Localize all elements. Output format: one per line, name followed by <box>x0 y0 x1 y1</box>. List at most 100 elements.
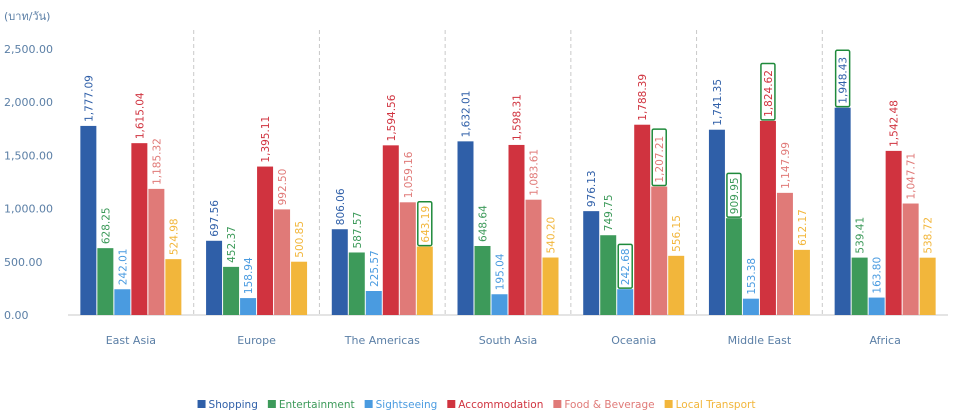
bar-accommodation <box>131 143 148 315</box>
category-label: Africa <box>869 334 900 347</box>
bar-food-and-beverage <box>776 192 793 315</box>
bar-shopping <box>331 229 348 315</box>
data-label: 538.72 <box>923 217 935 254</box>
data-label: 1,777.09 <box>83 75 95 122</box>
category-labels: East Asia Europe The Americas South Asia Oce… <box>106 334 901 347</box>
data-label: 992.50 <box>277 169 289 206</box>
bar-entertainment <box>474 245 491 315</box>
bar-sightseeing <box>240 298 257 315</box>
data-label: 524.98 <box>168 218 180 255</box>
data-label: 1,395.11 <box>260 116 272 163</box>
bar-entertainment <box>725 218 742 315</box>
legend-label: Entertainment <box>279 399 355 411</box>
data-label: 1,741.35 <box>712 79 724 126</box>
bar-accommodation <box>885 150 902 315</box>
bar-sightseeing <box>868 297 885 315</box>
legend-swatch <box>664 400 673 408</box>
bar-accommodation <box>382 145 399 315</box>
bar-accommodation <box>759 120 776 315</box>
y-tick-labels: 0.00 500.00 1,000.00 1,500.00 2,000.00 2,500.… <box>4 43 53 322</box>
data-label: 1,615.04 <box>134 92 146 139</box>
bar-sightseeing <box>114 289 131 315</box>
bar-accommodation <box>257 166 274 315</box>
legend-item: Sightseeing <box>364 399 437 411</box>
bar-shopping <box>457 141 474 315</box>
y-tick-label: 0.00 <box>4 309 29 322</box>
data-label: 1,185.32 <box>151 138 163 185</box>
bar-entertainment <box>348 252 365 315</box>
data-label: 806.06 <box>335 188 347 225</box>
legend-swatch <box>197 400 206 408</box>
bar-sightseeing <box>491 294 508 315</box>
bar-food-and-beverage <box>274 209 291 315</box>
category-label: East Asia <box>106 334 156 347</box>
bar-accommodation <box>508 144 525 315</box>
data-label: 242.01 <box>117 249 129 286</box>
highlight-box <box>726 172 742 218</box>
data-label: 612.17 <box>797 209 809 246</box>
legend-swatch <box>553 400 562 408</box>
data-label: 1,824.62 <box>763 70 775 117</box>
bar-shopping <box>206 240 223 315</box>
y-tick-label: 500.00 <box>4 256 43 269</box>
y-tick-label: 1,000.00 <box>4 203 53 216</box>
bar-sightseeing <box>617 289 634 315</box>
data-label: 1,598.31 <box>512 94 524 141</box>
bar-local-transport <box>542 257 559 315</box>
bar-shopping <box>80 125 97 315</box>
data-label: 195.04 <box>495 253 507 290</box>
highlight-box <box>834 49 851 108</box>
legend-item: Food & Beverage <box>553 399 655 411</box>
bar-shopping <box>583 211 600 315</box>
data-label: 163.80 <box>872 257 884 294</box>
bars-layer <box>80 107 936 316</box>
category-label: Oceania <box>611 334 656 347</box>
data-label: 749.75 <box>603 194 615 231</box>
category-label: The Americas <box>344 334 420 347</box>
legend-swatch <box>447 400 456 408</box>
bar-local-transport <box>291 261 308 315</box>
y-tick-label: 2,500.00 <box>4 43 53 56</box>
bar-local-transport <box>793 249 810 315</box>
legend-swatch <box>364 400 373 408</box>
data-label: 1,542.48 <box>889 100 901 147</box>
data-label: 158.94 <box>243 257 255 294</box>
data-label: 1,207.21 <box>654 136 666 183</box>
bar-accommodation <box>634 124 651 315</box>
data-label: 643.19 <box>420 206 432 243</box>
bar-sightseeing <box>742 298 759 315</box>
category-label: Europe <box>237 334 276 347</box>
y-unit-label: (บาท/วัน) <box>4 10 50 23</box>
grid-layer <box>68 30 948 316</box>
data-label: 242.68 <box>620 248 632 285</box>
bar-food-and-beverage <box>902 203 919 315</box>
legend-label: Local Transport <box>676 399 756 411</box>
data-label: 540.20 <box>546 217 558 254</box>
data-label: 1,083.61 <box>529 149 541 196</box>
bar-food-and-beverage <box>525 199 542 315</box>
bar-local-transport <box>165 259 182 315</box>
data-label: 556.15 <box>671 215 683 252</box>
y-tick-label: 1,500.00 <box>4 149 53 162</box>
highlight-box <box>760 62 776 121</box>
data-label: 1,147.99 <box>780 142 792 189</box>
data-label: 697.56 <box>209 200 221 237</box>
category-label: South Asia <box>479 334 538 347</box>
data-label: 587.57 <box>352 212 364 249</box>
data-label: 628.25 <box>100 207 112 244</box>
y-tick-label: 2,000.00 <box>4 96 53 109</box>
data-label: 452.37 <box>226 226 238 263</box>
data-labels-layer: 1,777.09 628.25 242.01 1,615.04 1,185.32 524.… <box>83 49 935 295</box>
data-label: 1,059.16 <box>403 151 415 198</box>
bar-entertainment <box>600 235 617 315</box>
legend-swatch <box>267 400 276 408</box>
bar-local-transport <box>919 257 936 315</box>
legend-item: Local Transport <box>664 399 756 411</box>
bar-food-and-beverage <box>148 188 165 315</box>
bar-shopping <box>708 129 725 315</box>
legend-label: Accommodation <box>458 399 543 411</box>
legend-item: Shopping <box>197 399 258 411</box>
data-label: 1,632.01 <box>461 91 473 138</box>
